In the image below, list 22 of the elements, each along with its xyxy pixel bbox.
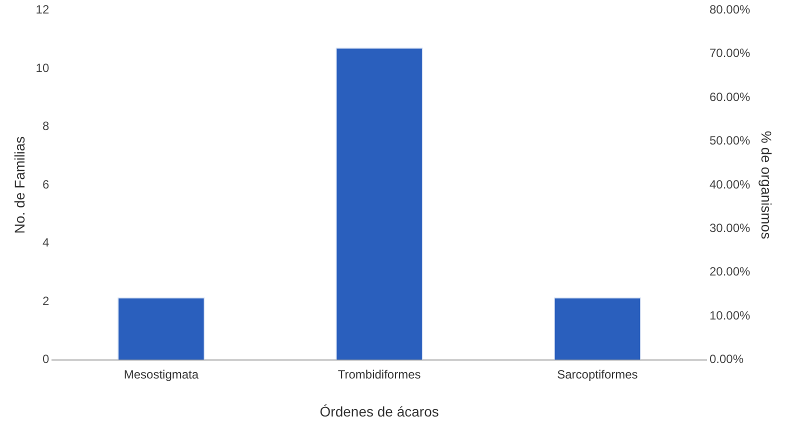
y2-tick-label: 0.00% (710, 352, 744, 366)
y2-axis-title: % de organismos (758, 130, 775, 240)
y2-tick-label: 10.00% (710, 308, 751, 322)
y-tick-label: 8 (42, 119, 50, 134)
y2-tick-label: 40.00% (710, 177, 751, 192)
y2-tick-label: 20.00% (710, 264, 751, 279)
x-tick-label: Trombidiformes (338, 367, 421, 382)
x-axis-title: Órdenes de ácaros (320, 403, 439, 420)
y-tick-label: 10 (36, 60, 50, 75)
x-tick-label: Mesostigmata (124, 367, 199, 382)
y2-tick-label: 80.00% (710, 2, 751, 17)
y-tick-label: 6 (42, 177, 50, 192)
y-tick-label: 12 (36, 2, 50, 17)
y-axis-title: No. de Familias (11, 136, 28, 234)
y2-tick-label: 30.00% (710, 221, 751, 236)
y2-tick-label: 70.00% (710, 46, 751, 60)
y2-tick-label: 50.00% (710, 134, 751, 148)
y-tick-label: 4 (42, 236, 50, 250)
y-tick-label: 2 (42, 294, 50, 308)
x-tick-label: Sarcoptiformes (557, 367, 638, 382)
y-tick-label: 0 (42, 352, 50, 366)
y2-tick-label: 60.00% (710, 90, 751, 104)
